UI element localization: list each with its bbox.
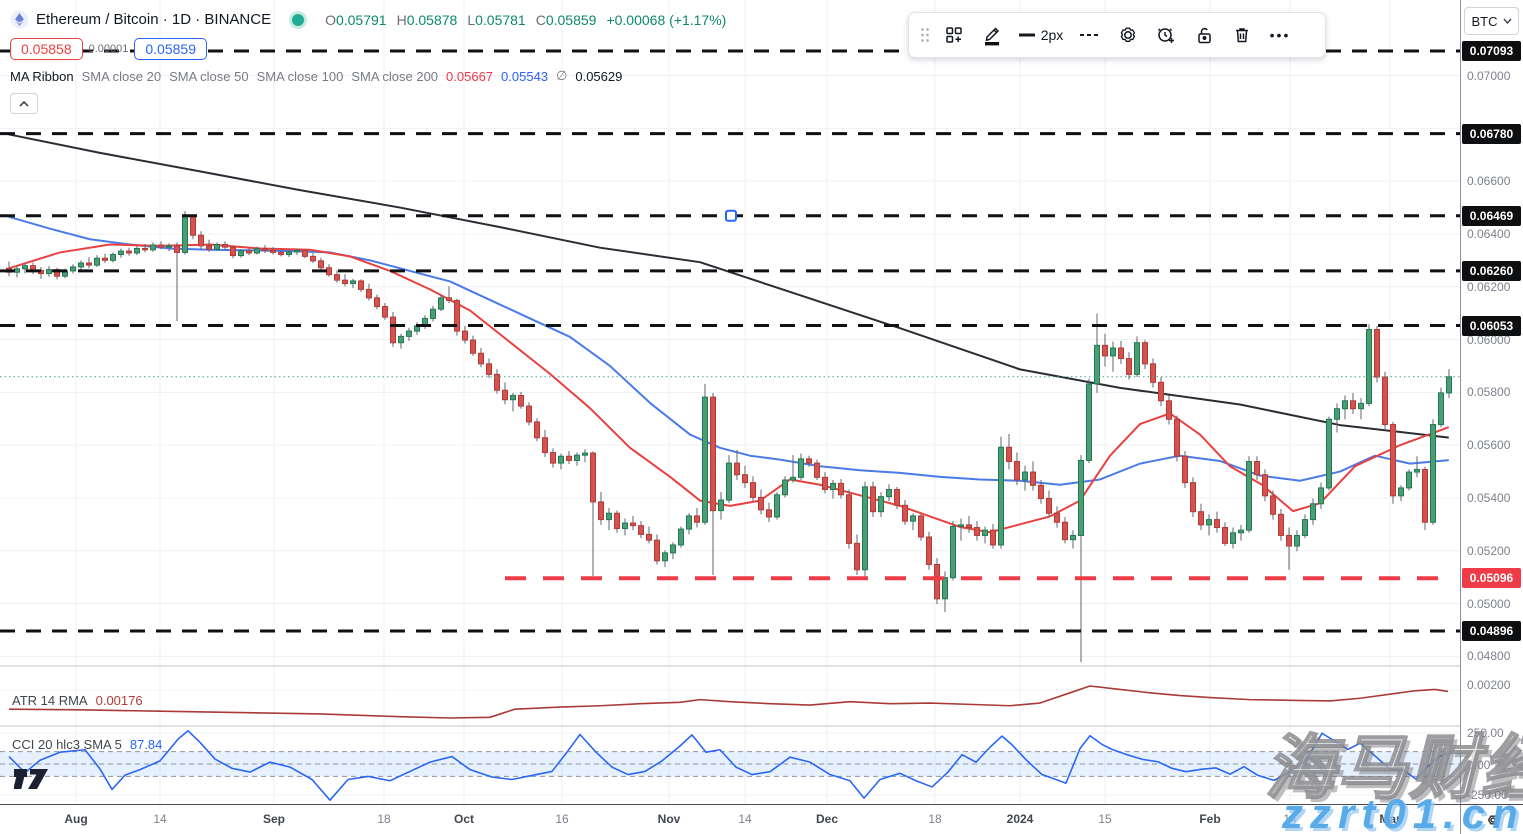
time-tick: 14 — [1283, 812, 1297, 826]
tradingview-logo-icon[interactable] — [13, 766, 50, 797]
high-value: 0.05878 — [406, 11, 458, 28]
close-value: 0.05859 — [545, 11, 597, 28]
sma200-value: 0.05629 — [575, 68, 623, 84]
time-tick: 14 — [153, 812, 167, 826]
time-tick: Sep — [262, 812, 286, 826]
line-width-icon — [1018, 33, 1035, 37]
cci-tick: 0.00 — [1467, 758, 1491, 772]
price-level-badge[interactable]: 0.04896 — [1462, 621, 1521, 641]
price-scale[interactable]: 0.07000 0.06600 0.06400 0.06200 0.06000 0.058… — [1460, 0, 1523, 804]
chevron-down-icon — [1502, 18, 1512, 24]
time-tick: Mar — [1379, 812, 1401, 826]
market-status-icon[interactable] — [292, 13, 305, 26]
gear-icon — [1487, 815, 1499, 825]
spread-value: 0.00001 — [88, 43, 129, 55]
cci-value: 87.84 — [129, 737, 163, 752]
axis-settings-button[interactable] — [1482, 809, 1504, 831]
legend: Ethereum / Bitcoin · 1D · BINANCE O0.057… — [10, 10, 726, 114]
price-level-badge[interactable]: 0.06780 — [1462, 123, 1521, 144]
trash-icon — [1236, 28, 1248, 43]
price-tick: 0.05800 — [1467, 385, 1511, 400]
price-level-badge[interactable]: 0.06469 — [1462, 205, 1521, 226]
cci-legend[interactable]: CCI 20 hlc3 SMA 5 87.84 — [12, 737, 163, 752]
time-tick: 15 — [1098, 812, 1112, 826]
ethereum-logo-icon — [10, 10, 29, 29]
delete-button[interactable] — [1225, 18, 1259, 52]
drag-dots-icon — [921, 28, 929, 42]
color-button[interactable] — [975, 18, 1009, 52]
sma50-value: 0.05543 — [501, 68, 549, 84]
level-drag-handle[interactable] — [725, 209, 737, 222]
time-tick: Oct — [453, 812, 475, 826]
gear-icon — [1120, 27, 1136, 42]
lock-open-icon — [1198, 27, 1211, 44]
ma-ribbon-legend[interactable]: MA Ribbon SMA close 20 SMA close 50 SMA … — [10, 68, 623, 84]
cci-tick: -250.00 — [1467, 788, 1508, 802]
ellipsis-icon: ••• — [1269, 27, 1291, 43]
price-level-badge[interactable]: 0.05096 — [1462, 568, 1521, 589]
template-icon — [946, 27, 962, 43]
price-tick: 0.04800 — [1467, 649, 1511, 664]
price-level-badge[interactable]: 0.07093 — [1462, 41, 1521, 61]
time-tick: 16 — [555, 812, 569, 826]
buy-price-button[interactable]: 0.05859 — [134, 38, 207, 60]
time-tick: 2024 — [1006, 812, 1034, 826]
time-tick: 14 — [738, 812, 752, 826]
alert-clock-plus-icon — [1157, 28, 1174, 43]
add-alert-button[interactable] — [1149, 18, 1183, 52]
line-width-button[interactable]: 2px — [1013, 18, 1069, 52]
symbol-title[interactable]: Ethereum / Bitcoin · 1D · BINANCE — [36, 11, 272, 28]
drawing-toolbar: 2px ••• — [908, 12, 1326, 58]
toolbar-drag-handle[interactable] — [917, 18, 933, 52]
price-level-badge[interactable]: 0.06260 — [1462, 260, 1521, 281]
price-tick: 0.06600 — [1467, 174, 1511, 189]
cci-tick: 250.00 — [1467, 726, 1504, 740]
more-options-button[interactable]: ••• — [1263, 18, 1297, 52]
price-tick: 0.07000 — [1467, 68, 1511, 83]
price-level-badge[interactable]: 0.06053 — [1462, 315, 1521, 336]
chevron-up-icon — [19, 100, 29, 107]
time-tick: 18 — [377, 812, 391, 826]
change-value: +0.00068 (+1.17%) — [606, 11, 727, 28]
price-tick: 0.05600 — [1467, 438, 1511, 453]
price-tick: 0.06400 — [1467, 226, 1511, 241]
line-style-button[interactable] — [1073, 18, 1107, 52]
price-unit-dropdown[interactable]: BTC — [1464, 7, 1519, 35]
atr-value: 0.00176 — [95, 693, 143, 708]
low-value: 0.05781 — [475, 11, 526, 28]
settings-button[interactable] — [1111, 18, 1145, 52]
template-button[interactable] — [937, 18, 971, 52]
price-tick: 0.05000 — [1467, 596, 1511, 611]
atr-tick: 0.00200 — [1467, 678, 1511, 692]
collapse-legend-button[interactable] — [10, 93, 38, 114]
time-tick: Nov — [657, 812, 681, 826]
axis-corner-divider — [1460, 805, 1461, 834]
ohlc-values: O0.05791 H0.05878 L0.05781 C0.05859 +0.0… — [325, 11, 727, 28]
price-tick: 0.06200 — [1467, 279, 1511, 294]
atr-legend[interactable]: ATR 14 RMA 0.00176 — [12, 693, 143, 708]
time-tick: 18 — [928, 812, 942, 826]
price-tick: 0.05200 — [1467, 543, 1511, 558]
sma20-value: 0.05667 — [446, 68, 494, 84]
sma100-value: ∅ — [556, 68, 568, 83]
ma-ribbon-title: MA Ribbon — [10, 68, 74, 84]
time-axis[interactable]: Aug 14 Sep 18 Oct 16 Nov 14 Dec 18 2024 15 Feb 14 Mar — [0, 804, 1523, 834]
pencil-color-icon — [985, 27, 1000, 46]
open-value: 0.05791 — [335, 11, 387, 28]
lock-button[interactable] — [1187, 18, 1221, 52]
price-tick: 0.06000 — [1467, 332, 1511, 347]
dashed-line-icon — [1080, 34, 1100, 36]
sell-price-button[interactable]: 0.05858 — [10, 38, 83, 60]
price-tick: 0.05400 — [1467, 490, 1511, 505]
time-tick: Dec — [815, 812, 839, 826]
time-tick: Aug — [64, 812, 88, 826]
time-tick: Feb — [1199, 812, 1221, 826]
